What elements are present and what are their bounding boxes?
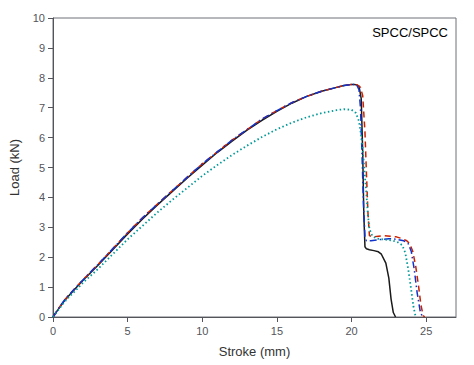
svg-text:5: 5 (39, 162, 45, 174)
svg-text:2: 2 (39, 251, 45, 263)
svg-text:4: 4 (39, 191, 45, 203)
svg-text:3: 3 (39, 221, 45, 233)
svg-text:Load (kN): Load (kN) (7, 139, 22, 196)
svg-text:5: 5 (125, 325, 131, 337)
svg-text:10: 10 (33, 12, 45, 24)
svg-text:SPCC/SPCC: SPCC/SPCC (372, 25, 448, 40)
svg-text:15: 15 (271, 325, 283, 337)
svg-text:0: 0 (50, 325, 56, 337)
svg-text:10: 10 (196, 325, 208, 337)
svg-text:25: 25 (420, 325, 432, 337)
svg-text:1: 1 (39, 281, 45, 293)
svg-text:6: 6 (39, 132, 45, 144)
svg-text:8: 8 (39, 72, 45, 84)
svg-text:7: 7 (39, 102, 45, 114)
svg-text:Stroke (mm): Stroke (mm) (219, 344, 291, 359)
svg-text:9: 9 (39, 42, 45, 54)
svg-text:0: 0 (39, 311, 45, 323)
svg-text:20: 20 (345, 325, 357, 337)
